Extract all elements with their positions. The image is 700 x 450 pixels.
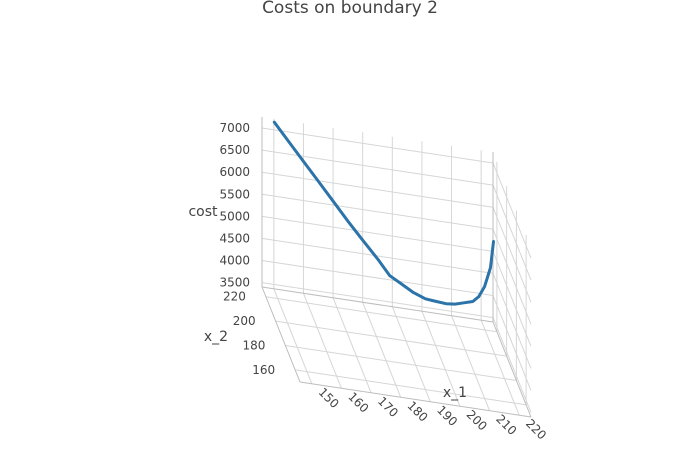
x-tick-label-150: 150 — [316, 385, 342, 411]
floor-grid-y-180 — [285, 344, 517, 381]
side-grid-z-5500 — [492, 229, 532, 325]
frame-edge-right — [492, 321, 532, 418]
z-tick-label-4500: 4500 — [219, 231, 250, 245]
z-tick-label-6000: 6000 — [219, 165, 250, 179]
y-tick-label-180: 180 — [242, 339, 265, 353]
side-grid-z-6000 — [492, 207, 532, 303]
back-grid-z-5000 — [261, 215, 494, 252]
floor-grid-y-220 — [265, 296, 497, 333]
y-axis-label: x_2 — [204, 329, 228, 345]
chart-title: Costs on boundary 2 — [262, 0, 438, 18]
back-grid-z-6000 — [261, 171, 494, 208]
axis-lines — [261, 117, 532, 418]
y-tick-label-200: 200 — [233, 314, 256, 328]
tick-labels: 150 160 170 180 190 200 210 2201601802002203500… — [219, 121, 549, 442]
x-tick-label-190: 190 — [434, 403, 460, 429]
x-tick-label-180: 180 — [404, 398, 430, 424]
frame-edge-back — [261, 286, 494, 323]
floor-grid-x-180 — [362, 302, 402, 398]
back-grid-z-5500 — [261, 193, 494, 230]
side-grid-z-6500 — [492, 184, 532, 281]
z-tick-label-6500: 6500 — [219, 143, 250, 157]
y-tick-label-220: 220 — [223, 290, 246, 304]
floor-grid-x-220 — [480, 320, 520, 416]
x-tick-label-220: 220 — [523, 416, 549, 442]
side-grid-z-3500 — [492, 317, 532, 413]
back-grid-z-4500 — [261, 237, 494, 274]
x-tick-label-200: 200 — [464, 407, 490, 433]
floor-grid-x-170 — [332, 297, 372, 393]
floor-grid-x-190 — [391, 306, 431, 402]
back-grid-z-3500 — [261, 282, 494, 319]
x-tick-label-210: 210 — [493, 412, 519, 438]
z-tick-label-5000: 5000 — [219, 209, 250, 223]
x-axis-line — [299, 381, 532, 418]
x-tick-label-160: 160 — [345, 389, 371, 415]
floor-grid-y-200 — [275, 320, 507, 357]
floor-grid-x-150 — [273, 288, 313, 384]
z-tick-label-4000: 4000 — [219, 254, 250, 268]
series-layer — [272, 120, 495, 306]
y-axis-line — [261, 286, 301, 383]
y-tick-label-160: 160 — [252, 363, 275, 377]
series-line-0 — [272, 120, 495, 306]
back-grid-z-6500 — [261, 149, 494, 186]
back-grid-z-4000 — [261, 260, 494, 297]
side-grid-z-7000 — [492, 162, 532, 259]
x-tick-label-170: 170 — [375, 394, 401, 420]
floor-grid-y-160 — [295, 369, 527, 406]
floor-grid-x-210 — [451, 315, 491, 411]
side-grid-z-5000 — [492, 251, 532, 347]
z-tick-label-7000: 7000 — [219, 121, 250, 135]
z-tick-label-5500: 5500 — [219, 187, 250, 201]
floor-grid-x-200 — [421, 311, 461, 407]
side-grid-z-4000 — [492, 295, 532, 391]
z-tick-label-3500: 3500 — [219, 276, 250, 290]
floor-grid-x-160 — [302, 293, 342, 389]
z-axis-label: cost — [188, 204, 218, 220]
grid-lines — [261, 118, 532, 416]
back-grid-z-7000 — [261, 127, 494, 164]
x-axis-label: x_1 — [443, 385, 467, 401]
side-grid-z-4500 — [492, 273, 532, 369]
